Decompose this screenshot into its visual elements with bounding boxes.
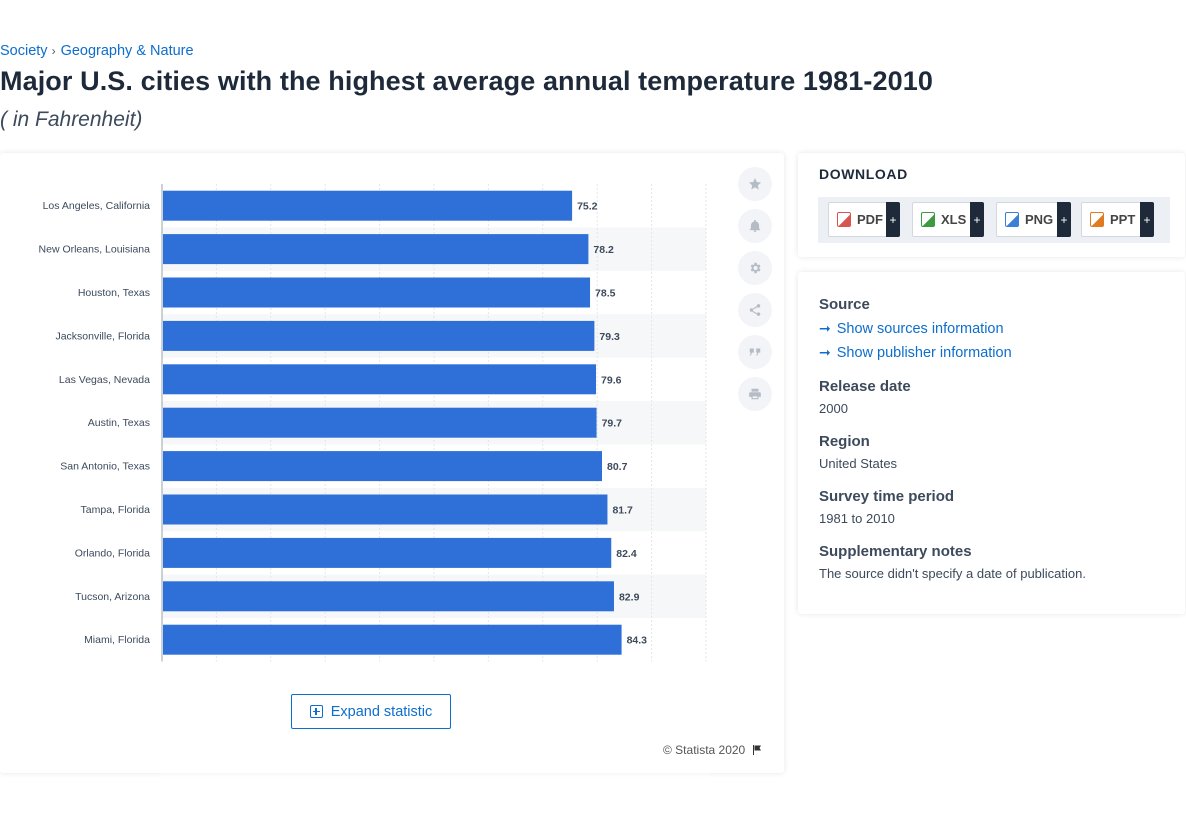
- print-button[interactable]: [738, 377, 772, 411]
- download-heading: DOWNLOAD: [819, 166, 908, 182]
- quote-icon: [749, 348, 761, 356]
- pdf-file-icon: [837, 212, 851, 227]
- bar: [163, 407, 597, 438]
- bar: [163, 190, 573, 221]
- page-title: Major U.S. cities with the highest avera…: [0, 66, 933, 96]
- bar: [163, 581, 614, 612]
- png-file-icon: [1005, 212, 1019, 227]
- breadcrumb-separator: ›: [51, 44, 56, 58]
- bell-icon: [749, 219, 761, 232]
- download-card: DOWNLOAD PDF + XLS + PNG + PPT +: [798, 153, 1185, 257]
- data-label: 79.3: [599, 331, 620, 343]
- download-bar: PDF + XLS + PNG + PPT +: [818, 197, 1170, 243]
- bar: [163, 494, 608, 525]
- category-label: Austin, Texas: [88, 417, 150, 429]
- bar: [163, 320, 595, 351]
- release-date-value: 2000: [819, 401, 848, 416]
- breadcrumb-geography-link[interactable]: Geography & Nature: [60, 43, 194, 59]
- download-ppt-label: PPT: [1110, 212, 1136, 227]
- breadcrumb: Society › Geography & Nature: [0, 43, 194, 59]
- region-label: Region: [819, 433, 870, 450]
- data-label: 79.6: [601, 374, 622, 386]
- star-icon: [748, 178, 762, 190]
- supplementary-notes-value: The source didn't specify a date of publ…: [819, 566, 1086, 581]
- print-icon: [749, 388, 761, 400]
- arrow-right-icon: ➞: [819, 344, 831, 360]
- category-label: Miami, Florida: [84, 634, 150, 646]
- show-sources-link[interactable]: ➞ Show sources information: [819, 320, 1004, 337]
- gear-icon: [750, 262, 761, 274]
- download-pdf-label: PDF: [857, 212, 883, 227]
- bar: [163, 624, 622, 655]
- copyright: © Statista 2020: [663, 743, 763, 757]
- bar: [163, 451, 603, 482]
- bar: [163, 234, 589, 265]
- show-sources-label: Show sources information: [836, 320, 1004, 337]
- category-label: Las Vegas, Nevada: [59, 374, 150, 386]
- show-publisher-label: Show publisher information: [836, 344, 1012, 361]
- bar: [163, 537, 612, 568]
- download-xls-label: XLS: [941, 212, 967, 227]
- chart-fade-overlay: [160, 766, 710, 826]
- bar: [163, 277, 591, 308]
- statistic-info-card: Source ➞ Show sources information ➞ Show…: [798, 272, 1185, 614]
- download-pdf-button[interactable]: PDF +: [828, 202, 900, 237]
- share-button[interactable]: [738, 293, 772, 327]
- ppt-file-icon: [1090, 212, 1104, 227]
- download-png-plus: +: [1057, 202, 1071, 237]
- breadcrumb-society-link[interactable]: Society: [0, 43, 48, 59]
- category-label: San Antonio, Texas: [60, 461, 150, 473]
- release-date-label: Release date: [819, 378, 911, 395]
- chart-card: Los Angeles, California 75.2 New Orleans, …: [0, 153, 784, 826]
- data-label: 82.4: [616, 548, 637, 560]
- download-png-label: PNG: [1025, 212, 1054, 227]
- data-label: 81.7: [612, 505, 633, 517]
- chart-toolbar: [738, 167, 772, 419]
- notification-button[interactable]: [738, 209, 772, 243]
- category-label: Tampa, Florida: [81, 504, 151, 516]
- download-pdf-plus: +: [886, 202, 900, 237]
- category-label: Los Angeles, California: [43, 200, 151, 212]
- share-icon: [749, 304, 761, 316]
- settings-button[interactable]: [738, 251, 772, 285]
- data-label: 78.2: [593, 244, 614, 256]
- category-label: Houston, Texas: [78, 287, 150, 299]
- category-label: Jacksonville, Florida: [55, 330, 150, 342]
- data-label: 80.7: [607, 461, 628, 473]
- data-label: 78.5: [595, 288, 616, 300]
- survey-period-label: Survey time period: [819, 488, 955, 505]
- download-xls-button[interactable]: XLS +: [912, 202, 984, 237]
- source-label: Source: [819, 296, 870, 313]
- arrow-right-icon: ➞: [819, 320, 831, 336]
- favorite-button[interactable]: [738, 167, 772, 201]
- expand-statistic-button[interactable]: Expand statistic: [291, 694, 451, 729]
- copyright-text: © Statista 2020: [663, 743, 746, 757]
- survey-period-value: 1981 to 2010: [819, 511, 895, 526]
- show-publisher-link[interactable]: ➞ Show publisher information: [819, 344, 1012, 361]
- xls-file-icon: [921, 212, 935, 227]
- download-xls-plus: +: [970, 202, 984, 237]
- category-label: Tucson, Arizona: [75, 591, 150, 603]
- flag-icon[interactable]: [751, 744, 763, 756]
- page-subtitle: ( in Fahrenheit): [0, 108, 143, 131]
- download-png-button[interactable]: PNG +: [996, 202, 1071, 237]
- expand-statistic-label: Expand statistic: [330, 703, 433, 720]
- expand-icon: [309, 705, 323, 718]
- region-value: United States: [819, 456, 898, 471]
- data-label: 84.3: [627, 635, 648, 647]
- data-label: 79.7: [602, 418, 623, 430]
- category-label: New Orleans, Louisiana: [39, 244, 151, 256]
- cite-button[interactable]: [738, 335, 772, 369]
- bar-chart: Los Angeles, California 75.2 New Orleans, …: [39, 184, 707, 662]
- supplementary-notes-label: Supplementary notes: [819, 543, 972, 560]
- download-ppt-plus: +: [1140, 202, 1154, 237]
- data-label: 82.9: [619, 591, 640, 603]
- category-label: Orlando, Florida: [75, 547, 150, 559]
- data-label: 75.2: [577, 201, 598, 213]
- download-ppt-button[interactable]: PPT +: [1081, 202, 1154, 237]
- bar: [163, 364, 597, 395]
